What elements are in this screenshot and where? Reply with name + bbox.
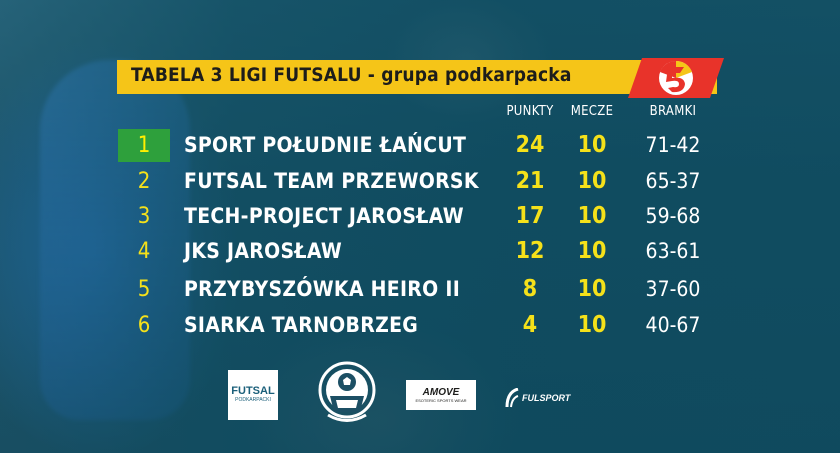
fulsport-logo: FULSPORT <box>504 383 584 413</box>
title-bar <box>117 60 717 94</box>
table-row: 2 FUTSAL TEAM PRZEWORSK 21 10 65-37 <box>0 165 840 201</box>
row-goals: 59-68 <box>645 204 701 228</box>
row-matches: 10 <box>577 276 607 302</box>
row-points: 24 <box>515 132 545 158</box>
table-row: 5 PRZYBYSZÓWKA HEIRO II 8 10 37-60 <box>0 273 840 309</box>
row-team: FUTSAL TEAM PRZEWORSK <box>184 169 479 193</box>
federation-crest-logo <box>318 361 376 422</box>
row-position: 6 <box>137 313 151 338</box>
row-points: 17 <box>515 203 545 229</box>
table-row: 4 JKS JAROSŁAW 12 10 63-61 <box>0 235 840 271</box>
amove-logo-text: AMOVE <box>422 386 460 398</box>
row-matches: 10 <box>577 132 607 158</box>
fulsport-icon <box>505 388 519 408</box>
row-matches: 10 <box>577 203 607 229</box>
column-header-points: PUNKTY <box>506 104 554 119</box>
table-row: 1 SPORT POŁUDNIE ŁAŃCUT 24 10 71-42 <box>0 129 840 165</box>
row-team: SPORT POŁUDNIE ŁAŃCUT <box>184 133 467 157</box>
amove-logo: AMOVE ESOTERIC SPORTS WEAR <box>406 380 476 410</box>
row-position: 5 <box>137 277 151 302</box>
table-row: 3 TECH-PROJECT JAROSŁAW 17 10 59-68 <box>0 200 840 236</box>
amove-logo-subtext: ESOTERIC SPORTS WEAR <box>415 397 467 403</box>
table-title-main: TABELA 3 LIGI FUTSALU - <box>131 64 382 86</box>
row-goals: 40-67 <box>645 313 701 337</box>
row-goals: 63-61 <box>645 239 701 263</box>
table-row: 6 SIARKA TARNOBRZEG 4 10 40-67 <box>0 309 840 345</box>
row-points: 21 <box>515 168 545 194</box>
column-header-matches: MECZE <box>570 104 614 119</box>
futsal-logo-text: FUTSAL <box>231 385 275 397</box>
row-matches: 10 <box>577 168 607 194</box>
table-title: TABELA 3 LIGI FUTSALU - grupa podkarpack… <box>131 64 572 86</box>
futsal-podkarpacki-logo: FUTSAL PODKARPACKI <box>228 370 278 420</box>
row-matches: 10 <box>577 312 607 338</box>
row-matches: 10 <box>577 238 607 264</box>
row-team: PRZYBYSZÓWKA HEIRO II <box>184 277 461 301</box>
row-points: 4 <box>522 312 538 338</box>
row-goals: 71-42 <box>645 133 701 157</box>
row-team: SIARKA TARNOBRZEG <box>184 313 419 337</box>
fulsport-logo-text: FULSPORT <box>522 393 571 403</box>
row-goals: 37-60 <box>645 277 701 301</box>
row-points: 12 <box>515 238 545 264</box>
league-logo <box>628 58 724 98</box>
row-goals: 65-37 <box>645 169 701 193</box>
table-title-group: grupa podkarpacka <box>381 64 572 86</box>
row-position: 2 <box>137 169 151 194</box>
row-points: 8 <box>522 276 538 302</box>
futsal-logo-subtext: PODKARPACKI <box>235 397 271 403</box>
row-position: 1 <box>118 129 170 162</box>
row-position: 4 <box>137 239 151 264</box>
row-team: JKS JAROSŁAW <box>184 239 342 263</box>
row-team: TECH-PROJECT JAROSŁAW <box>184 204 464 228</box>
row-position: 3 <box>137 204 151 229</box>
column-header-goals: BRAMKI <box>649 104 697 119</box>
